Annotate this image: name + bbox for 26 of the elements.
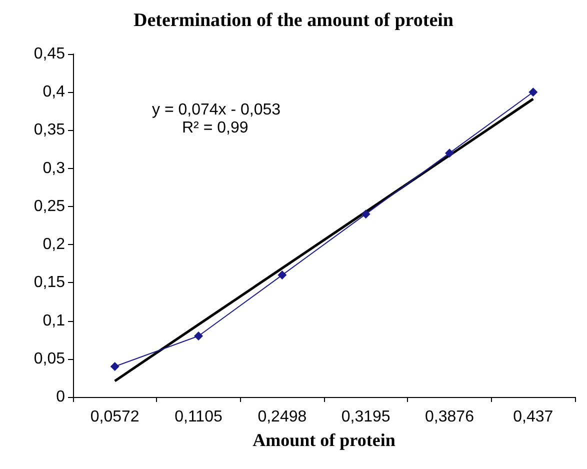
y-tick-label: 0,3 bbox=[42, 160, 66, 177]
x-tick-label: 0,3876 bbox=[425, 408, 474, 426]
y-tick-label: 0,35 bbox=[34, 122, 66, 139]
y-tick-label: 0,15 bbox=[34, 274, 66, 292]
y-tick-label: 0,1 bbox=[42, 312, 66, 330]
x-tick-label: 0,1105 bbox=[174, 408, 222, 426]
y-tick-label: 0,4 bbox=[42, 84, 66, 101]
y-tick-label: 0,25 bbox=[34, 198, 66, 215]
annotation: y = 0,074x - 0,053 bbox=[152, 102, 281, 118]
point bbox=[528, 88, 538, 97]
x-tick-label: 0,437 bbox=[513, 408, 554, 426]
y-tick-label: 0,45 bbox=[34, 46, 66, 62]
annotation: R² = 0,99 bbox=[182, 120, 248, 136]
y-tick-label: 0,05 bbox=[34, 350, 66, 368]
chart-title: Determination of the amount of protein bbox=[134, 10, 454, 31]
x-tick-label: 0,3195 bbox=[341, 408, 390, 426]
point bbox=[445, 148, 454, 158]
point bbox=[361, 210, 370, 219]
y-tick-label: 0,2 bbox=[42, 236, 66, 254]
x-axis-title: Amount of protein bbox=[252, 430, 396, 450]
point bbox=[110, 362, 120, 372]
point bbox=[194, 332, 203, 341]
y-tick-label: 0 bbox=[56, 388, 66, 406]
x-tick-label: 0,0572 bbox=[90, 408, 140, 426]
point bbox=[278, 270, 287, 280]
x-tick-label: 0,2498 bbox=[258, 408, 307, 426]
